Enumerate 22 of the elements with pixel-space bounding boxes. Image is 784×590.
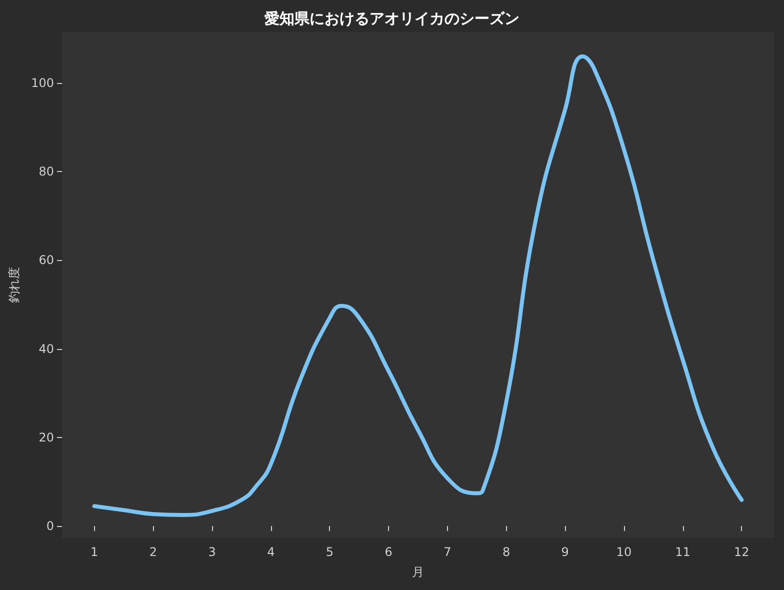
x-tick-label: 5 — [326, 545, 334, 559]
y-tick-label: 20 — [38, 430, 54, 444]
x-tick-label: 11 — [675, 545, 690, 559]
x-tick-label: 9 — [561, 545, 569, 559]
y-tick-label: 100 — [31, 76, 54, 90]
y-tick-label: 80 — [38, 164, 54, 179]
y-tick-label: 40 — [38, 342, 54, 356]
x-tick-label: 12 — [734, 545, 750, 559]
x-tick-label: 10 — [616, 545, 632, 559]
x-tick-label: 7 — [444, 545, 452, 559]
x-tick-label: 2 — [149, 545, 158, 559]
y-tick-label: 60 — [38, 253, 54, 268]
x-tick-label: 8 — [502, 545, 510, 559]
x-tick-label: 3 — [208, 545, 216, 559]
x-tick-label: 1 — [90, 545, 98, 559]
y-tick-label: 0 — [46, 519, 54, 534]
line-series — [92, 54, 744, 517]
y-axis-title: 釣れ度 — [7, 267, 22, 303]
x-tick-label: 4 — [267, 545, 275, 559]
x-tick-label: 6 — [384, 545, 392, 559]
chart-title: 愛知県におけるアオリイカのシーズン — [264, 10, 520, 28]
x-axis-title: 月 — [412, 565, 424, 579]
